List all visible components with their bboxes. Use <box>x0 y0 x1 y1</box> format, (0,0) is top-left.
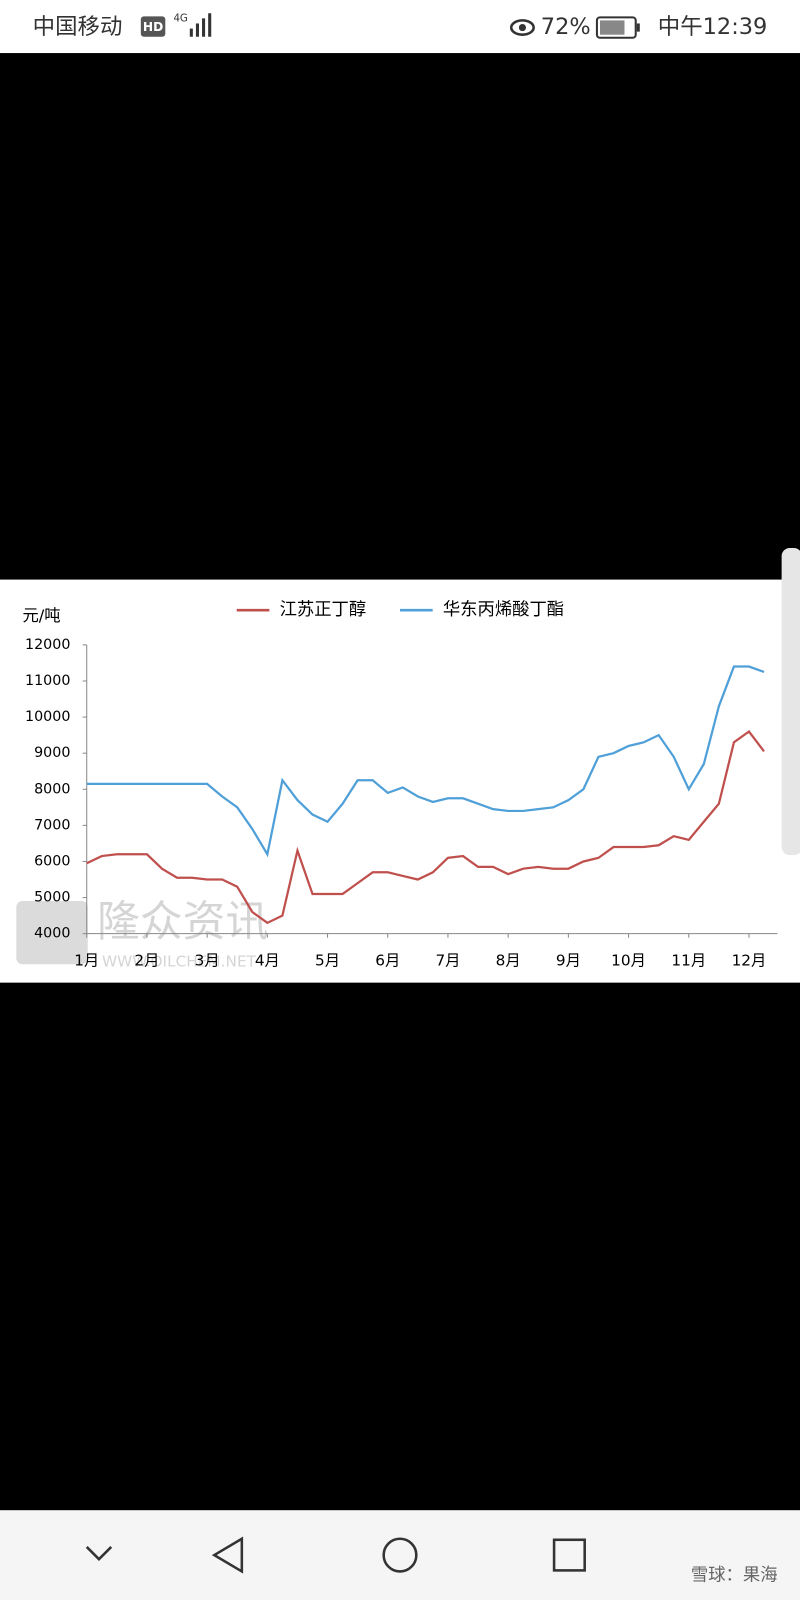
series-line <box>86 729 765 925</box>
x-tick-label: 9月 <box>556 952 581 970</box>
x-tick-label: 3月 <box>195 952 220 970</box>
scroll-handle <box>781 547 800 856</box>
x-tick-label: 1月 <box>74 952 99 970</box>
nav-bar <box>0 1510 800 1600</box>
plot: 4000 5000 6000 7000 8000 9000 10000 11000 12000 1… <box>25 600 766 970</box>
watermark-brand: 隆众资讯 <box>97 897 268 947</box>
x-tick-label: 12月 <box>732 952 767 970</box>
nav-home[interactable] <box>382 1537 418 1573</box>
y-tick-label: 8000 <box>34 781 70 797</box>
eye-icon <box>509 19 535 36</box>
x-tick-label: 2月 <box>134 952 159 970</box>
signal-icon <box>189 13 212 37</box>
battery-level: 72% <box>541 14 591 40</box>
x-tick-label: 10月 <box>611 952 646 970</box>
hd-badge <box>140 16 166 37</box>
series-line <box>86 665 765 858</box>
watermark-logo <box>16 901 88 965</box>
clock: 中午12:39 <box>658 14 768 40</box>
y-tick-label: 11000 <box>25 673 70 689</box>
y-tick-label: 5000 <box>34 890 70 906</box>
eye-pupil <box>518 23 527 32</box>
battery-fill <box>599 20 625 35</box>
x-tick-label: 4月 <box>255 952 280 970</box>
x-tick-label: 11月 <box>671 952 706 970</box>
y-tick-label: 9000 <box>34 745 70 761</box>
x-tick-label: 8月 <box>496 952 521 970</box>
nav-back[interactable] <box>211 1536 244 1574</box>
watermark: 隆众资讯 WWW.OILCHEM.NET <box>16 897 268 971</box>
nav-hide[interactable] <box>85 1546 113 1561</box>
hd: HD <box>143 20 163 34</box>
chart-image <box>0 579 800 983</box>
y-tick-label: 7000 <box>34 817 70 833</box>
y-tick-label: 10000 <box>25 709 70 725</box>
watermark-url: WWW.OILCHEM.NET <box>102 953 257 971</box>
network: 4G <box>173 13 187 24</box>
y-tick-label: 12000 <box>25 637 70 653</box>
xueqiu-watermark: 雪球：果海 <box>691 1565 778 1585</box>
nav-recent[interactable] <box>552 1538 586 1572</box>
status-bar <box>0 0 800 54</box>
x-tick-label: 5月 <box>315 952 340 970</box>
battery-icon <box>595 16 637 39</box>
y-tick-label: 6000 <box>34 853 70 869</box>
legend-label: 江苏正丁醇 <box>280 600 367 620</box>
y-tick-label: 4000 <box>34 926 70 942</box>
x-tick-label: 7月 <box>435 952 460 970</box>
y-axis-label: 元/吨 <box>22 606 60 625</box>
carrier: 中国移动 <box>33 14 123 40</box>
x-tick-label: 6月 <box>375 952 400 970</box>
battery-tip <box>636 23 640 32</box>
legend-label: 华东丙烯酸丁酯 <box>443 600 564 620</box>
